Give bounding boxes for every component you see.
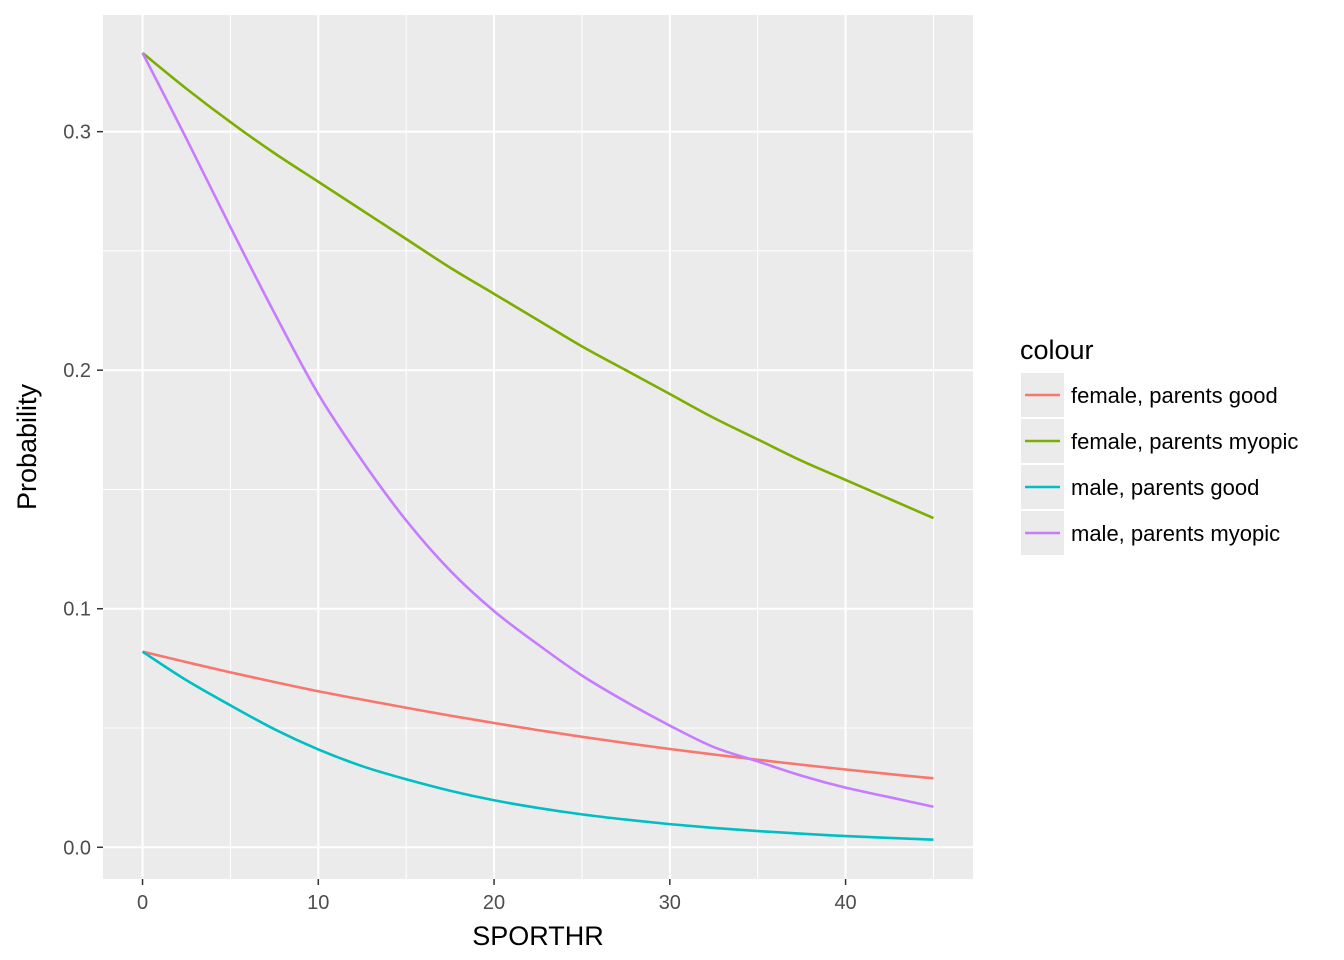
x-tick-label: 0 xyxy=(137,892,148,914)
minor-gridlines xyxy=(103,15,973,879)
series-line-male-parents-good xyxy=(141,650,934,841)
series-line-female-parents-myopic xyxy=(141,51,934,520)
y-axis-title: Probability xyxy=(12,383,42,510)
y-tick-label: 0.1 xyxy=(63,599,91,621)
series-lines xyxy=(141,51,934,841)
x-tick-label: 40 xyxy=(834,892,856,914)
x-axis-title: SPORTHR xyxy=(472,921,604,951)
y-tick-label: 0.3 xyxy=(63,122,91,144)
panel-background xyxy=(103,15,973,879)
x-tick-label: 10 xyxy=(307,892,329,914)
x-tick-label: 20 xyxy=(483,892,505,914)
series-line-female-parents-good xyxy=(142,650,934,780)
major-gridlines xyxy=(103,15,973,879)
legend-title: colour xyxy=(1020,335,1094,365)
x-tick-label: 30 xyxy=(659,892,681,914)
legend: colour female, parents good female, paren… xyxy=(1020,335,1298,555)
y-tick-label: 0.0 xyxy=(63,837,91,859)
legend-label-male-parents-good: male, parents good xyxy=(1071,475,1259,500)
y-axis: 0.0 0.1 0.2 0.3 xyxy=(63,122,103,859)
x-axis: 0 10 20 30 40 xyxy=(137,879,857,914)
legend-label-female-parents-good: female, parents good xyxy=(1071,383,1278,408)
legend-label-male-parents-myopic: male, parents myopic xyxy=(1071,521,1280,546)
y-tick-label: 0.2 xyxy=(63,360,91,382)
legend-label-female-parents-myopic: female, parents myopic xyxy=(1071,429,1298,454)
series-line-male-parents-myopic xyxy=(141,52,934,808)
